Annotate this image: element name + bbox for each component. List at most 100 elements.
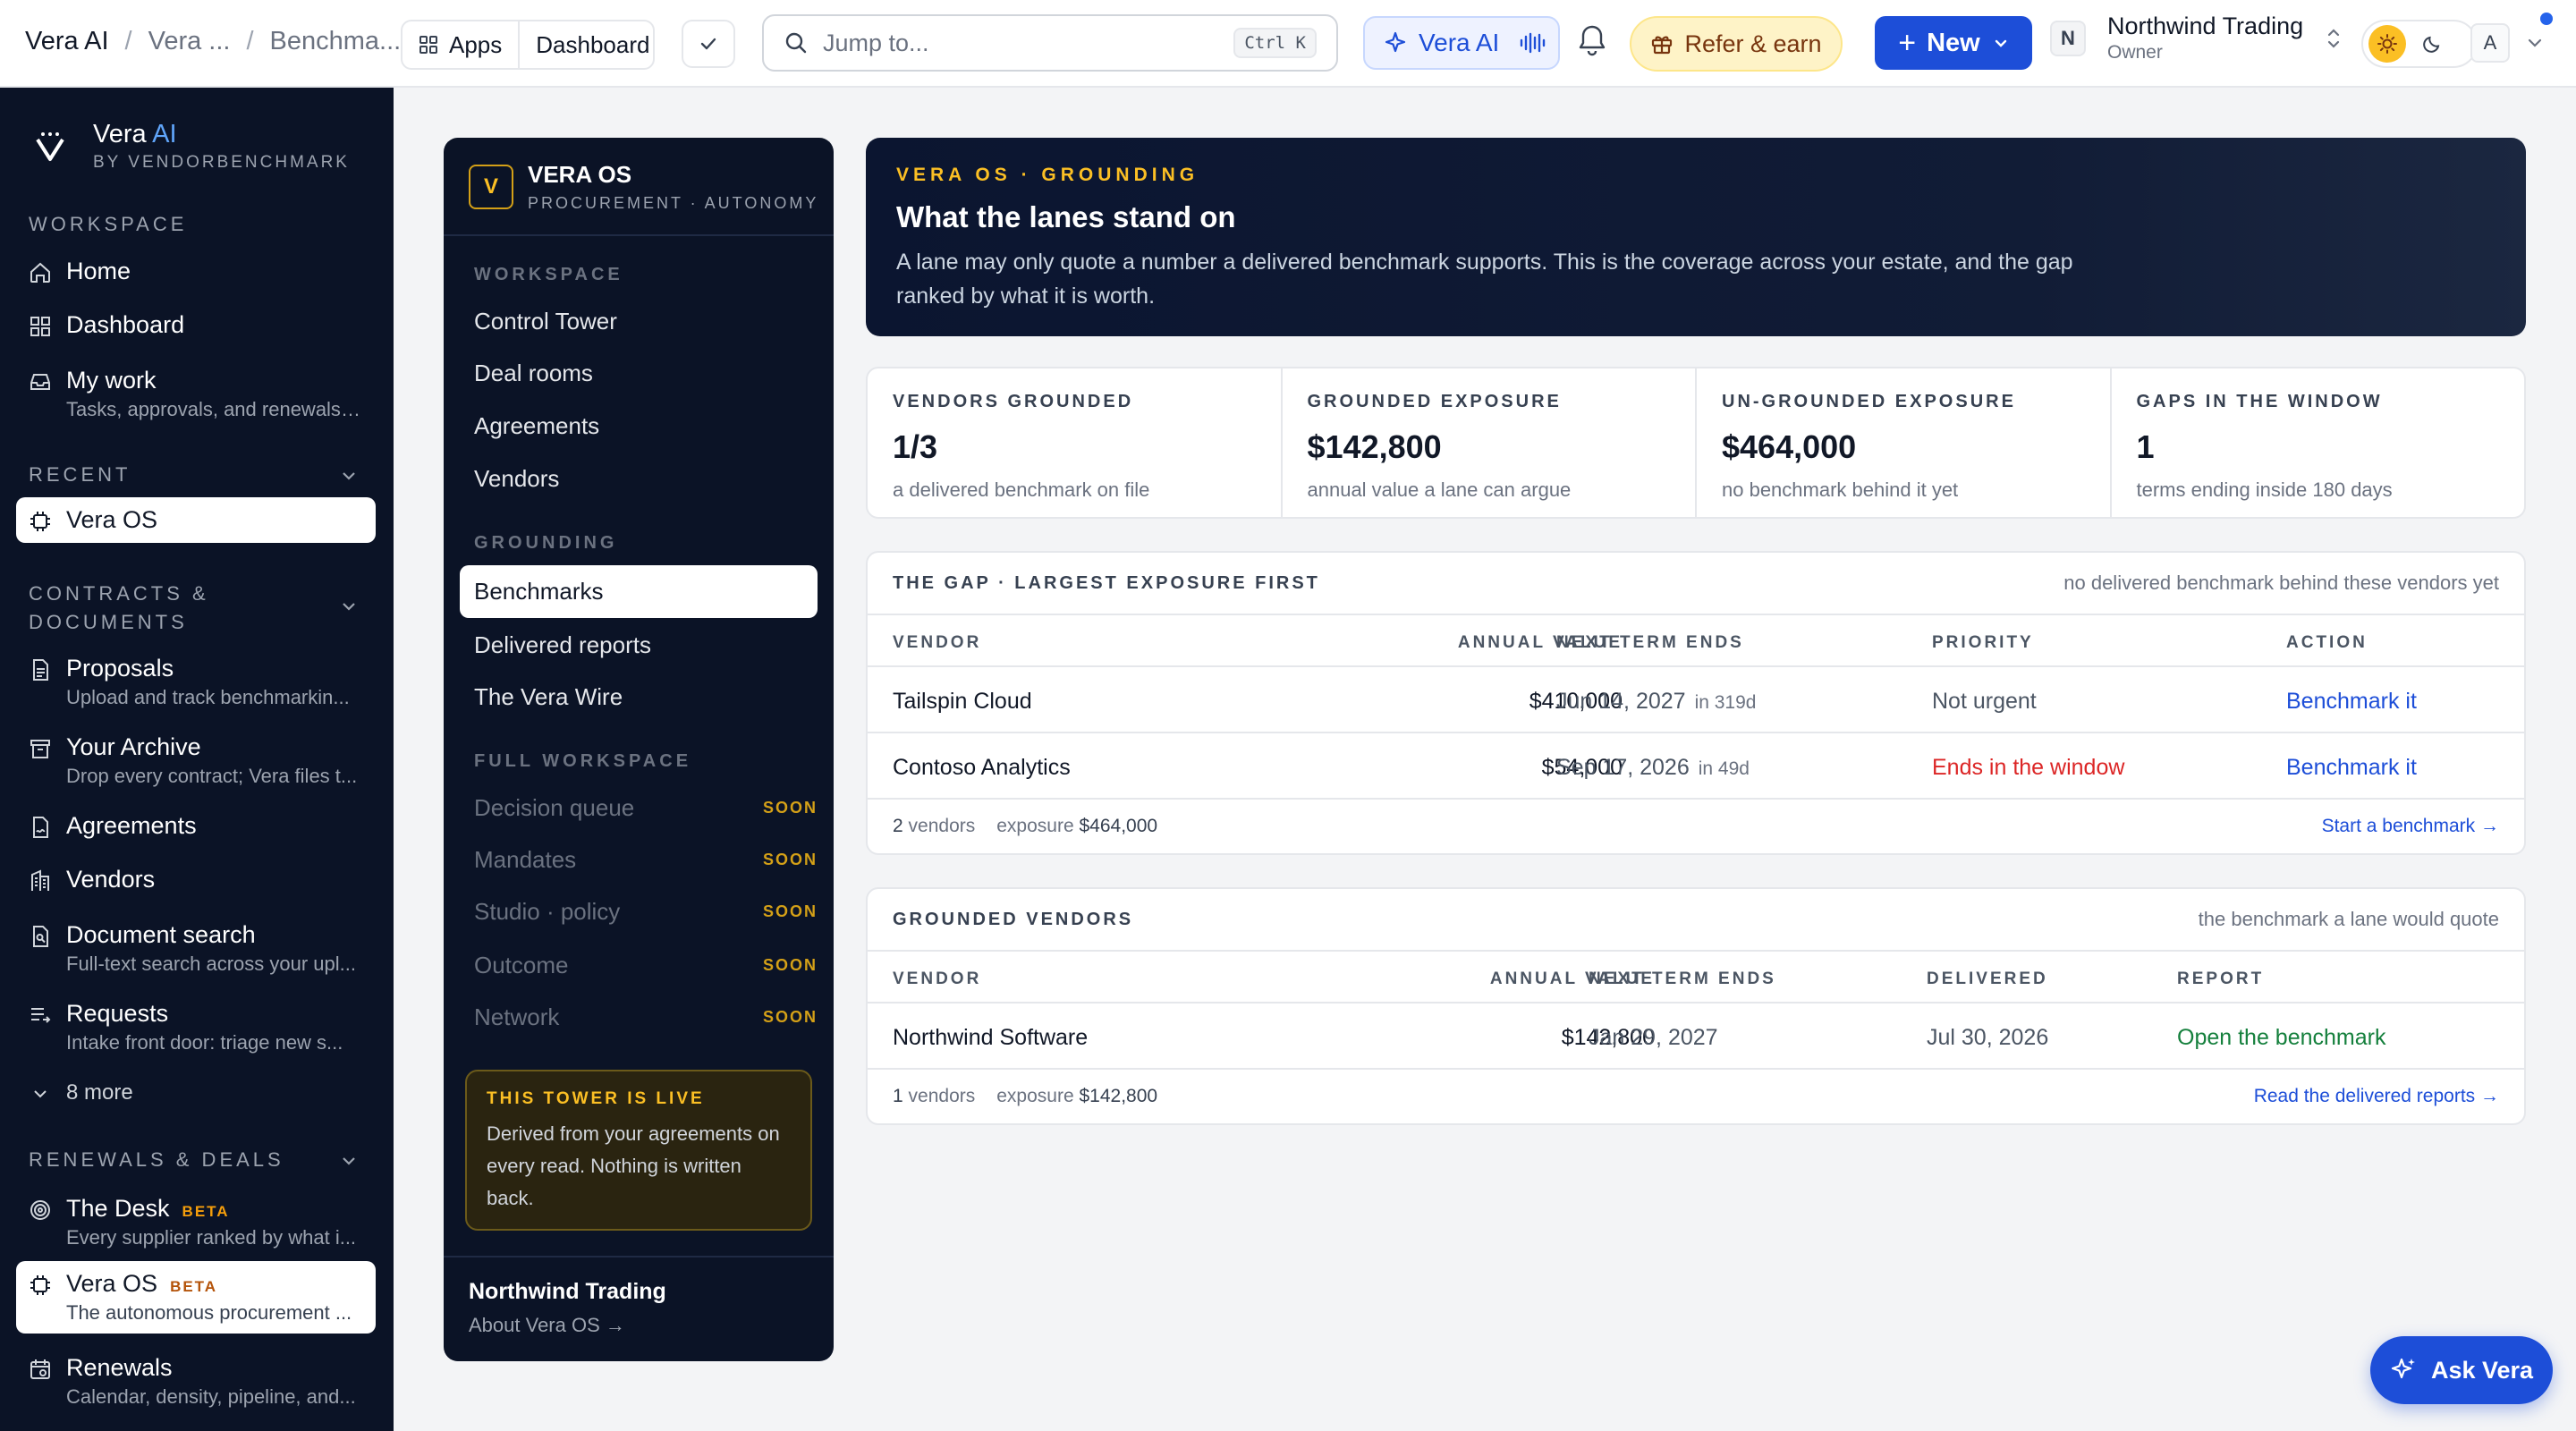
annual-value: $142,800 [1561,1025,1655,1050]
chevron-down-icon [34,1090,47,1098]
column-header: DELIVERED [1927,970,2048,988]
vera-os-header: V VERA OS PROCUREMENT · AUTONOMY [469,161,818,213]
dashboard-button[interactable]: Dashboard [518,21,665,68]
user-menu-chevron-icon[interactable] [2526,34,2544,52]
section-contracts-label-line1: CONTRACTS & [29,582,209,605]
new-button[interactable]: + New [1875,16,2032,70]
vera-nav-benchmarks[interactable]: Benchmarks [460,565,818,618]
kpi-vendors-grounded: VENDORS GROUNDED 1/3 a delivered benchma… [868,368,1281,517]
sidebar-item-sub: Drop every contract; Vera files t... [66,765,358,787]
apps-grid-icon [419,36,437,54]
sidebar-item-vendors[interactable]: Vendors [29,866,376,893]
sidebar-item-the-desk[interactable]: The Desk BETA Every supplier ranked by wh… [29,1195,376,1249]
search-input[interactable]: Jump to... Ctrl K [762,14,1338,72]
top-bar: Vera AI / Vera ... / Benchma... Apps Das… [0,0,2576,88]
kpi-value: $142,800 [1307,428,1442,465]
read-reports-link[interactable]: Read the delivered reports → [2253,1086,2499,1106]
grounding-hero: VERA OS · GROUNDING What the lanes stand… [866,138,2526,336]
section-recent-label: RECENT [29,463,131,486]
kpi-sub: a delivered benchmark on file [893,478,1150,501]
benchmark-it-link[interactable]: Benchmark it [2286,689,2417,714]
vendor-name[interactable]: Tailspin Cloud [893,689,1032,714]
tasks-check-button[interactable] [682,20,735,68]
vendor-count-label: vendors [908,816,976,836]
sidebar-more-toggle[interactable]: 8 more [29,1079,376,1105]
org-switcher[interactable]: N Northwind Trading Owner [2050,13,2343,64]
kpi-label: GROUNDED EXPOSURE [1307,392,1562,411]
apps-label: Apps [449,30,503,58]
sidebar-item-home[interactable]: Home [29,258,376,285]
gap-summary: 2 vendors exposure $464,000 [893,816,1157,837]
sidebar-item-label: Proposals [66,655,174,682]
voice-waveform-icon[interactable] [1519,30,1546,55]
kpi-label: UN-GROUNDED EXPOSURE [1722,392,2016,411]
nav-label: Decision queue [474,794,635,821]
delivered-date: Jul 30, 2026 [1927,1025,2049,1050]
chevron-down-icon[interactable] [340,467,358,485]
sidebar-item-dashboard[interactable]: Dashboard [29,311,376,339]
kpi-label: GAPS IN THE WINDOW [2136,392,2383,411]
sidebar-item-archive[interactable]: Your Archive Drop every contract; Vera fi… [29,733,376,788]
dashboard-label: Dashboard [536,30,650,58]
table-footer: 2 vendors exposure $464,000 Start a bench… [868,800,2524,853]
tower-live-body: Derived from your agreements on every re… [487,1122,780,1209]
sun-icon[interactable] [2368,25,2406,63]
theme-toggle[interactable] [2361,20,2478,68]
vera-ai-button[interactable]: Vera AI [1363,16,1560,70]
nav-label: Outcome [474,952,569,978]
sidebar-item-renewals[interactable]: Renewals Calendar, density, pipeline, and… [29,1354,376,1409]
moon-icon[interactable] [2420,32,2444,55]
chevron-down-icon[interactable] [340,1152,358,1170]
card-header: THE GAP · LARGEST EXPOSURE FIRST no deli… [868,553,2524,615]
table-row[interactable]: Contoso Analytics $54,000 Sep 17, 2026 in… [868,733,2524,800]
priority: Not urgent [1932,689,2037,714]
table-row[interactable]: Tailspin Cloud $410,000 Jun 14, 2027 in 3… [868,667,2524,733]
about-vera-os-link[interactable]: About Vera OS → [469,1314,625,1336]
chevron-down-icon[interactable] [340,597,358,615]
kpi-value: $464,000 [1722,428,1857,465]
vendor-name[interactable]: Northwind Software [893,1025,1089,1050]
exposure-value: $464,000 [1079,816,1158,836]
sidebar-item-recent-vera-os[interactable]: Vera OS [16,497,376,543]
grounded-summary: 1 vendors exposure $142,800 [893,1086,1157,1107]
sidebar-item-sub: Intake front door: triage new s... [66,1031,343,1054]
main-sidebar: Vera AI BY VENDORBENCHMARK WORKSPACE Hom… [0,88,394,1431]
apps-button[interactable]: Apps [402,21,518,68]
vera-nav-control-tower[interactable]: Control Tower [474,308,617,334]
benchmark-it-link[interactable]: Benchmark it [2286,755,2417,780]
sidebar-item-requests[interactable]: Requests Intake front door: triage new s.… [29,1000,376,1054]
grounded-vendors-card: GROUNDED VENDORS the benchmark a lane wo… [866,887,2526,1125]
building-icon [31,869,49,891]
beta-badge: BETA [170,1278,218,1295]
sidebar-item-document-search[interactable]: Document search Full-text search across y… [29,921,376,976]
sidebar-item-agreements[interactable]: Agreements [29,812,376,840]
sparkle-icon [1385,31,1406,53]
breadcrumb-item-root[interactable]: Vera AI [25,27,109,55]
page-title: What the lanes stand on [896,200,1236,233]
vera-nav-deal-rooms[interactable]: Deal rooms [474,360,593,386]
refer-earn-button[interactable]: Refer & earn [1630,16,1843,72]
start-benchmark-link[interactable]: Start a benchmark → [2321,816,2499,836]
table-footer: 1 vendors exposure $142,800 Read the deli… [868,1070,2524,1123]
ask-vera-button[interactable]: Ask Vera [2370,1336,2553,1404]
vera-nav-delivered-reports[interactable]: Delivered reports [474,631,651,658]
vera-nav-agreements[interactable]: Agreements [474,412,600,439]
breadcrumb-item-parent[interactable]: Vera ... [148,27,231,55]
column-header: ACTION [2286,633,2368,652]
section-renewals-label: RENEWALS & DEALS [29,1148,284,1171]
vera-nav-vendors[interactable]: Vendors [474,465,560,492]
vendor-count: 1 [893,1086,903,1106]
user-avatar[interactable]: A [2470,23,2510,63]
vendor-name[interactable]: Contoso Analytics [893,755,1071,780]
sidebar-item-proposals[interactable]: Proposals Upload and track benchmarkin... [29,655,376,709]
brand[interactable]: Vera AI BY VENDORBENCHMARK [32,120,350,173]
open-benchmark-link[interactable]: Open the benchmark [2177,1025,2386,1050]
notifications-button[interactable] [1576,23,1608,64]
vera-logo-icon [36,131,64,161]
vera-nav-vera-wire[interactable]: The Vera Wire [474,683,623,710]
sidebar-item-my-work[interactable]: My work Tasks, approvals, and renewals ..… [29,367,376,421]
table-row[interactable]: Northwind Software $142,800 Jan 29, 2027… [868,1003,2524,1070]
sidebar-item-vera-os[interactable]: Vera OS BETA The autonomous procurement .… [16,1261,376,1334]
file-sign-icon [33,817,48,838]
sidebar-item-label: My work [66,367,157,394]
